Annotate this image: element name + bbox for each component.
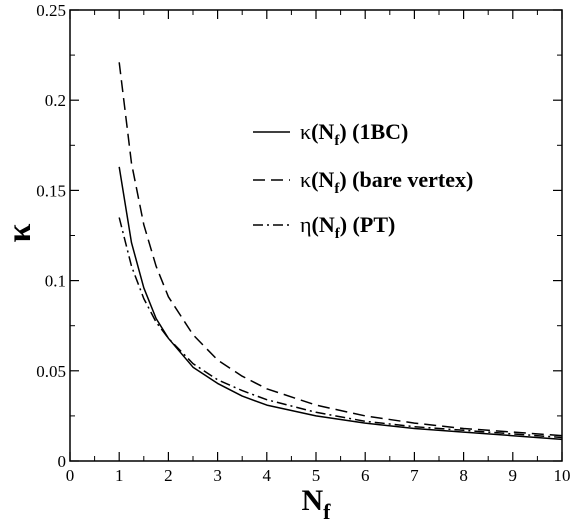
series-line-dashed xyxy=(118,62,563,437)
legend-rest: ) (1BC) xyxy=(339,119,408,144)
x-tick-label: 5 xyxy=(312,466,321,485)
legend-base: (N xyxy=(312,212,335,237)
y-tick-label: 0.25 xyxy=(36,1,66,20)
legend-symbol: κ xyxy=(300,167,311,192)
y-tick-label: 0.2 xyxy=(45,91,66,110)
x-tick-label: 7 xyxy=(410,466,419,485)
y-tick-label: 0.1 xyxy=(45,272,66,291)
legend-label: η(Nf) (PT) xyxy=(300,212,395,242)
legend-subscript: f xyxy=(334,133,340,149)
x-tick-label: 10 xyxy=(554,466,571,485)
x-tick-label: 9 xyxy=(509,466,518,485)
x-axis-title-subscript: f xyxy=(323,499,331,524)
x-tick-label: 6 xyxy=(361,466,370,485)
y-tick-label: 0.15 xyxy=(36,181,66,200)
y-tick-label: 0 xyxy=(58,452,67,471)
legend: κ(Nf) (1BC)κ(Nf) (bare vertex)η(Nf) (PT) xyxy=(253,119,473,242)
series-line-dashdot xyxy=(118,217,563,439)
x-tick-label: 2 xyxy=(164,466,173,485)
x-tick-label: 1 xyxy=(115,466,124,485)
plot-frame xyxy=(69,9,563,462)
tick-labels: 0 1 2 3 4 5 6 7 8 9 10 0 0.05 0.1 0.15 0.2 0.25 xyxy=(36,1,570,485)
legend-subscript: f xyxy=(334,181,340,197)
legend-symbol: η xyxy=(300,212,312,237)
series-lines xyxy=(118,62,563,441)
legend-label: κ(Nf) (bare vertex) xyxy=(300,167,473,197)
series-line-solid xyxy=(118,166,563,441)
legend-base: (N xyxy=(311,119,334,144)
legend-symbol: κ xyxy=(300,119,311,144)
tick-marks xyxy=(69,9,563,462)
x-tick-label: 0 xyxy=(66,466,75,485)
legend-rest: ) (PT) xyxy=(340,212,396,237)
x-tick-label: 8 xyxy=(459,466,468,485)
legend-label: κ(Nf) (1BC) xyxy=(300,119,408,149)
y-axis-title: κ xyxy=(1,223,38,242)
x-axis-title-base: N xyxy=(302,484,324,517)
y-tick-label: 0.05 xyxy=(36,362,66,381)
legend-rest: ) (bare vertex) xyxy=(339,167,473,192)
x-tick-label: 3 xyxy=(213,466,222,485)
legend-base: (N xyxy=(311,167,334,192)
legend-subscript: f xyxy=(335,226,341,242)
x-axis-title: Nf xyxy=(302,484,332,524)
x-tick-label: 4 xyxy=(263,466,272,485)
